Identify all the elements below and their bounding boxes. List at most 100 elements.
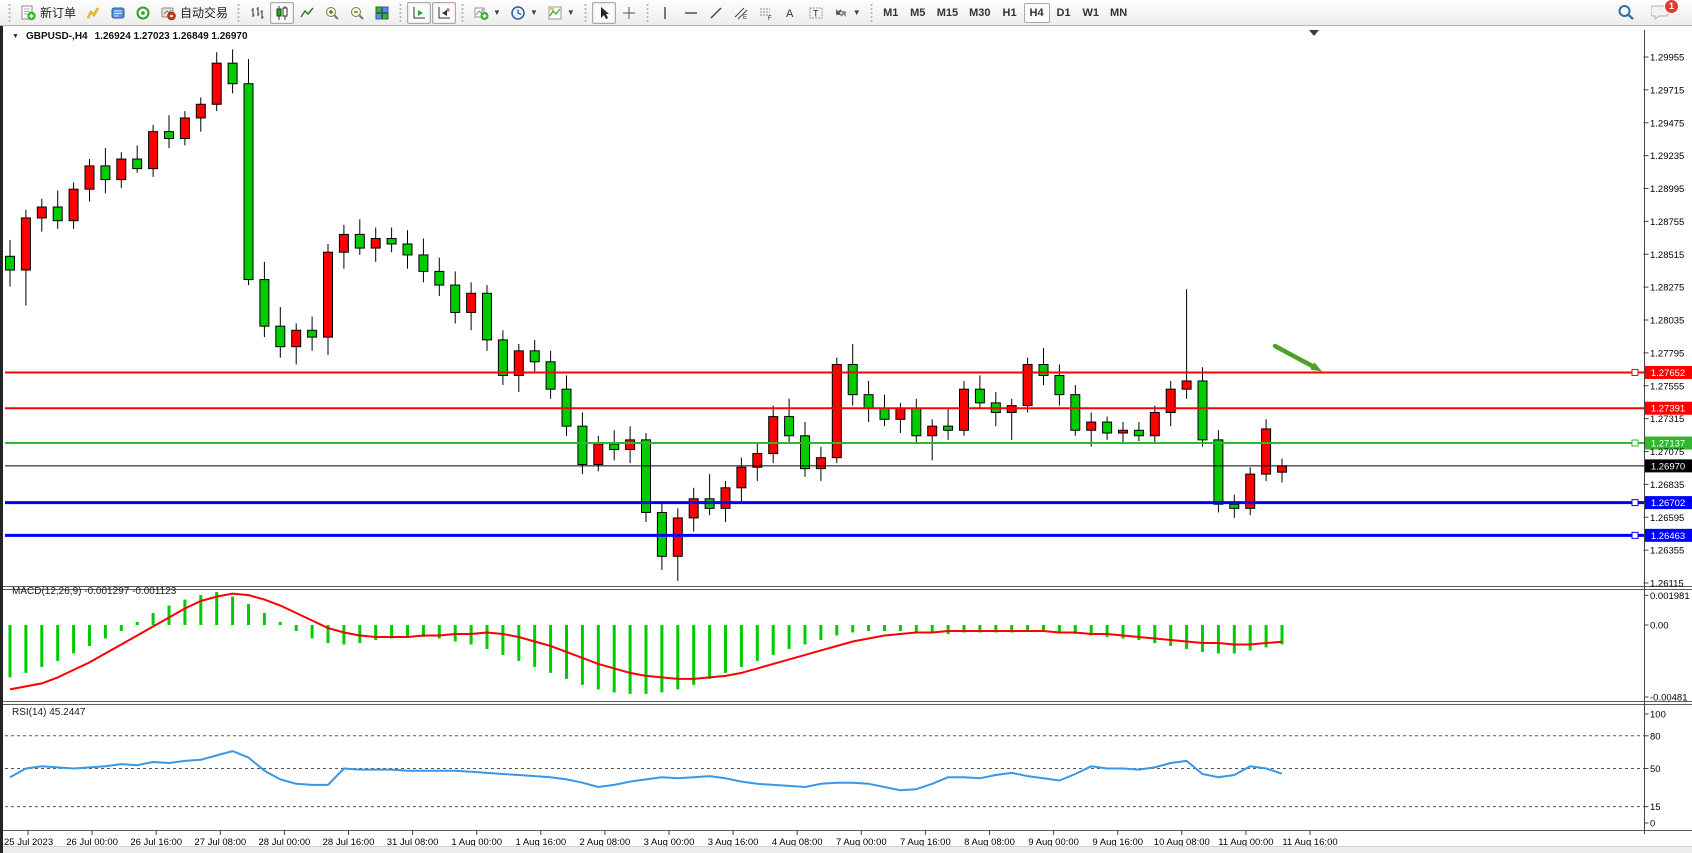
candle: [784, 416, 795, 437]
horizontal-line-button[interactable]: [679, 2, 703, 24]
candle: [1213, 439, 1224, 505]
timeframe-button-h1[interactable]: H1: [997, 3, 1023, 23]
price-axis-label: 1.29955: [1650, 53, 1684, 64]
candle: [402, 243, 413, 256]
periods-button[interactable]: ▼: [506, 2, 542, 24]
status-strip: [3, 846, 1692, 853]
toolbar-grip[interactable]: [460, 3, 466, 22]
candle: [466, 292, 477, 313]
time-axis-label: 4 Aug 08:00: [772, 837, 823, 848]
price-axis-label: 1.26115: [1650, 579, 1684, 590]
chart-shift-button[interactable]: [432, 1, 457, 24]
time-axis-label: 26 Jul 16:00: [130, 837, 182, 848]
crosshair-button[interactable]: [617, 2, 641, 24]
chart-ohlc-label: 1.26924 1.27023 1.26849 1.26970: [94, 31, 248, 42]
price-label-text: 1.26463: [1651, 531, 1685, 542]
macd-label: MACD(12,26,9) -0.001297 -0.001123: [12, 586, 177, 597]
candle: [418, 254, 429, 272]
price-axis-label: 1.28035: [1650, 316, 1684, 327]
arrow-object-head[interactable]: [1310, 362, 1323, 372]
new-order-button[interactable]: 新订单: [16, 2, 80, 24]
candle: [1118, 429, 1128, 434]
vertical-line-button[interactable]: [654, 2, 678, 24]
candle: [338, 233, 349, 253]
line-chart-button[interactable]: [295, 2, 319, 24]
candle: [164, 131, 174, 140]
candle: [1181, 380, 1192, 390]
candle: [116, 158, 127, 181]
zoom-out-button[interactable]: [345, 2, 369, 24]
timeframe-button-w1[interactable]: W1: [1078, 3, 1105, 23]
text-button[interactable]: A: [779, 2, 803, 24]
price-axis-label: 1.29715: [1650, 85, 1684, 96]
candle: [148, 131, 159, 170]
line-anchor-square[interactable]: [1631, 439, 1639, 447]
toolbar-grip[interactable]: [7, 3, 12, 22]
text-icon: A: [786, 8, 794, 20]
line-anchor-square[interactable]: [1631, 531, 1639, 539]
candle: [1022, 364, 1033, 407]
candle: [1054, 374, 1065, 396]
arrows-button[interactable]: ▼: [829, 2, 865, 24]
toolbar-grip[interactable]: [236, 3, 242, 22]
time-axis-label: 28 Jul 16:00: [323, 837, 375, 848]
timeframe-button-mn[interactable]: MN: [1105, 3, 1132, 23]
chart-shift-marker[interactable]: [1309, 30, 1319, 36]
chart-window-button[interactable]: [81, 2, 105, 24]
navigator-button[interactable]: [106, 2, 130, 24]
notifications-button[interactable]: 1: [1647, 0, 1679, 24]
zoom-in-button[interactable]: [320, 2, 344, 24]
line-anchor-square[interactable]: [1631, 499, 1639, 507]
auto-scroll-icon: [413, 6, 426, 18]
chart-shift-icon: [438, 6, 451, 18]
timeframe-button-m15[interactable]: M15: [932, 3, 963, 23]
label-button[interactable]: T: [804, 2, 828, 24]
chevron-down-icon: ▼: [529, 8, 538, 17]
bar-chart-icon: [251, 6, 264, 19]
timeframe-button-d1[interactable]: D1: [1051, 3, 1077, 23]
chevron-down-icon: ▼: [566, 8, 575, 17]
timeframe-button-m5[interactable]: M5: [905, 3, 931, 23]
data-window-button[interactable]: [131, 2, 155, 24]
candle: [179, 117, 190, 140]
time-axis-label: 1 Aug 16:00: [515, 837, 566, 848]
candle: [450, 284, 461, 313]
chart-canvas[interactable]: 1.27652 1.27391 1.27137 1.26970 1.26702 1.264…: [3, 26, 1692, 853]
svg-text:A: A: [786, 8, 794, 20]
auto-scroll-button[interactable]: [407, 1, 432, 24]
search-button[interactable]: [1613, 2, 1639, 24]
rsi-axis-label: 15: [1650, 802, 1661, 813]
candle: [609, 443, 620, 450]
toolbar-grip[interactable]: [868, 3, 874, 22]
time-axis-label: 8 Aug 08:00: [964, 837, 1015, 848]
bar-chart-button[interactable]: [245, 2, 269, 24]
toolbar-grip[interactable]: [582, 3, 588, 22]
toolbar-grip[interactable]: [644, 3, 650, 22]
time-axis-label: 7 Aug 16:00: [900, 837, 951, 848]
channel-button[interactable]: E: [729, 2, 753, 24]
candle: [52, 206, 63, 222]
price-label-box: [1645, 436, 1692, 450]
autotrading-button[interactable]: 自动交易: [156, 2, 232, 24]
trendline-button[interactable]: [704, 2, 728, 24]
timeframe-button-h4[interactable]: H4: [1023, 2, 1050, 23]
fibonacci-button[interactable]: F: [754, 2, 778, 24]
candle: [943, 425, 954, 431]
toolbar-grip[interactable]: [398, 3, 404, 22]
tile-windows-button[interactable]: [370, 2, 394, 24]
toolbar: 新订单: [0, 0, 1692, 26]
cursor-button[interactable]: [591, 1, 616, 24]
candle: [625, 439, 636, 450]
price-axis-label: 1.26835: [1650, 480, 1684, 491]
line-anchor-square[interactable]: [1631, 368, 1639, 376]
candlestick-chart-button[interactable]: [270, 1, 295, 24]
price-label-text: 1.26970: [1651, 461, 1685, 472]
arrow-object[interactable]: [1272, 343, 1318, 370]
candle: [593, 443, 604, 466]
indicators-button[interactable]: ▼: [469, 2, 505, 24]
timeframe-button-m1[interactable]: M1: [878, 3, 904, 23]
rsi-axis-label: 80: [1650, 731, 1661, 742]
templates-button[interactable]: ▼: [543, 2, 579, 24]
timeframe-button-m30[interactable]: M30: [964, 3, 995, 23]
chart-window-icon: [86, 6, 100, 19]
